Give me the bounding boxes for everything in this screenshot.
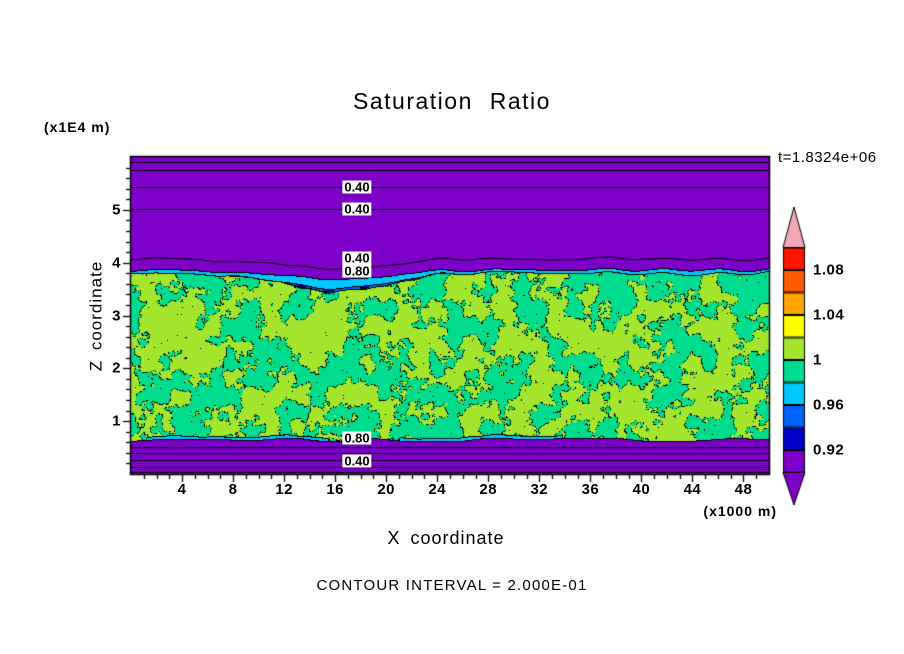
x-tick-label: 8 (228, 481, 238, 498)
x-axis-label: X coordinate (387, 528, 505, 548)
colorbar-tick-label: 1 (813, 351, 822, 369)
y-axis-units: (x1E4 m) (44, 119, 111, 135)
contour-line-label: 0.80 (342, 430, 372, 446)
contour-line-label: 0.40 (342, 179, 372, 195)
colorbar-tick-label: 1.08 (813, 261, 845, 279)
x-tick-label: 36 (581, 481, 600, 498)
y-tick-label: 5 (112, 201, 121, 219)
x-tick-label: 20 (377, 481, 396, 498)
x-axis-units: (x1000 m) (703, 503, 777, 519)
x-tick-label: 12 (275, 481, 293, 498)
colorbar-tick-label: 0.92 (813, 441, 845, 459)
contour-line-label: 0.80 (342, 263, 372, 279)
y-tick-label: 2 (112, 359, 121, 377)
x-tick-label: 44 (683, 481, 702, 498)
x-tick-label: 48 (734, 481, 753, 498)
x-tick-label: 40 (632, 481, 651, 498)
time-label: t=1.8324e+06 (778, 149, 877, 166)
x-tick-label: 16 (326, 481, 344, 498)
y-tick-label: 1 (112, 412, 121, 430)
chart-title: Saturation Ratio (353, 88, 551, 114)
contour-line-label: 0.40 (342, 250, 372, 266)
colorbar-tick-label: 0.96 (813, 396, 845, 414)
x-tick-label: 32 (530, 481, 549, 498)
contour-interval-label: CONTOUR INTERVAL = 2.000E-01 (316, 577, 588, 594)
x-tick-label: 24 (428, 481, 447, 498)
x-tick-label: 4 (177, 481, 187, 498)
x-tick-label: 28 (479, 481, 498, 498)
colorbar-tick-label: 1.04 (813, 306, 845, 324)
y-tick-label: 4 (112, 254, 121, 272)
y-axis-label: Z coordinate (86, 260, 106, 372)
contour-line-label: 0.40 (342, 201, 372, 217)
contour-line-label: 0.40 (342, 453, 372, 469)
y-tick-label: 3 (112, 307, 121, 324)
